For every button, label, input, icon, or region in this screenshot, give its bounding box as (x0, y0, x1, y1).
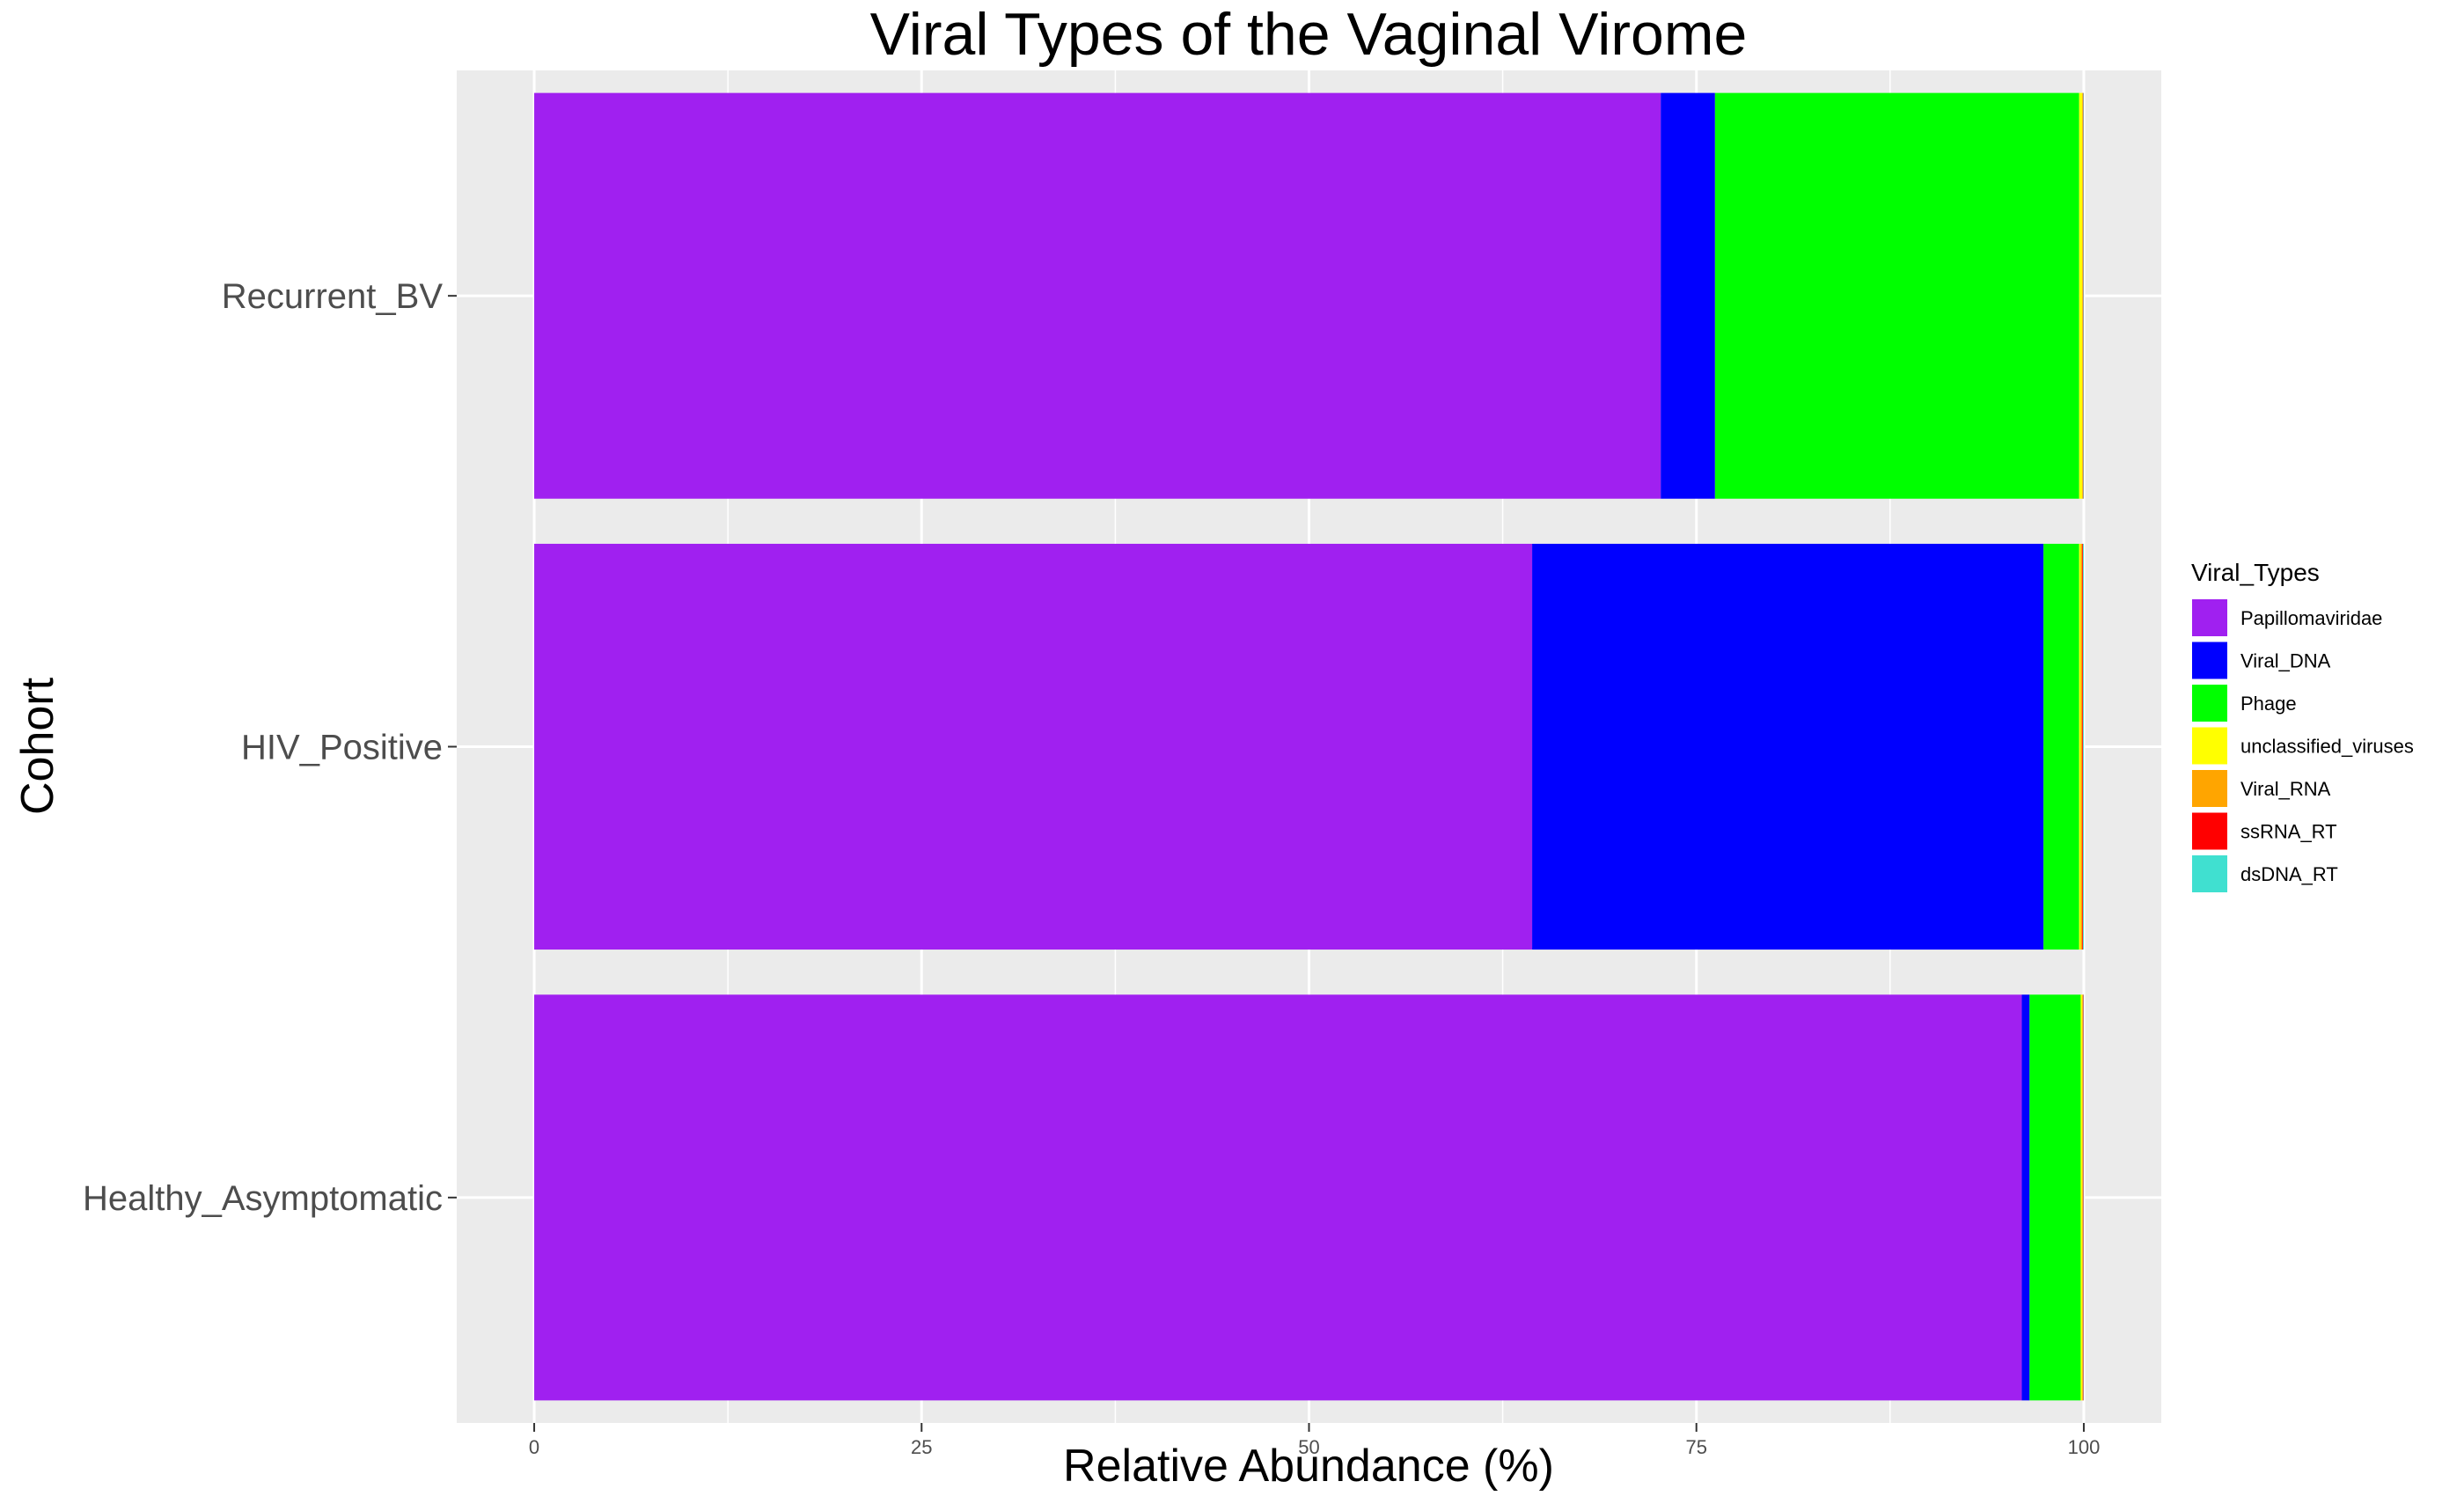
bar-segment-dsdna-rt-recurrent-bv (2083, 92, 2084, 499)
y-tick-label: Recurrent_BV (222, 277, 444, 316)
bar-segment-phage-hiv-positive (2043, 543, 2079, 950)
bar-segment-unclassified-viruses-healthy-asymptomatic (2080, 994, 2083, 1401)
legend-title: Viral_Types (2191, 559, 2320, 586)
x-axis-title: Relative Abundance (%) (1063, 1441, 1554, 1492)
y-tick-label: Healthy_Asymptomatic (83, 1179, 443, 1218)
bar-segment-papillomaviridae-hiv-positive (534, 543, 1533, 950)
bar-segment-ssrna-rt-hiv-positive (2082, 543, 2084, 950)
bar-segment-papillomaviridae-recurrent-bv (534, 92, 1661, 499)
legend-key (2190, 683, 2229, 723)
bar-segment-unclassified-viruses-recurrent-bv (2079, 92, 2083, 499)
legend-key (2190, 854, 2229, 894)
legend-key (2190, 768, 2229, 809)
legend-label: ssRNA_RT (2240, 821, 2337, 843)
bar-segment-dsdna-rt-hiv-positive (2083, 543, 2084, 950)
x-tick-label: 100 (2068, 1436, 2101, 1458)
x-tick-label: 25 (911, 1436, 932, 1458)
bar-segment-viral-dna-recurrent-bv (1661, 92, 1715, 499)
bar-segment-ssrna-rt-healthy-asymptomatic (2083, 994, 2084, 1401)
y-axis-title: Cohort (12, 677, 63, 815)
y-tick-label: HIV_Positive (241, 729, 443, 767)
legend-key (2190, 640, 2229, 681)
bar-segment-unclassified-viruses-hiv-positive (2079, 543, 2081, 950)
legend-label: Viral_DNA (2240, 650, 2331, 672)
legend-label: unclassified_viruses (2240, 736, 2414, 758)
legend-label: Viral_RNA (2240, 778, 2331, 800)
legend-key (2190, 810, 2229, 852)
x-tick-label: 0 (529, 1436, 539, 1458)
chart-title: Viral Types of the Vaginal Virome (870, 1, 1748, 68)
bar-segment-viral-rna-healthy-asymptomatic (2082, 994, 2084, 1401)
bar-segment-phage-recurrent-bv (1714, 92, 2079, 499)
legend-label: Phage (2240, 693, 2297, 715)
bar-segment-papillomaviridae-healthy-asymptomatic (534, 994, 2022, 1401)
x-tick-label: 75 (1685, 1436, 1706, 1458)
legend-label: dsDNA_RT (2240, 863, 2338, 885)
bar-segment-viral-dna-hiv-positive (1532, 543, 2044, 950)
bar-segment-viral-dna-healthy-asymptomatic (2021, 994, 2030, 1401)
bar-segment-viral-rna-hiv-positive (2080, 543, 2083, 950)
x-tick-label: 50 (1298, 1436, 1319, 1458)
bar-segment-viral-rna-recurrent-bv (2082, 92, 2084, 499)
bar-segment-phage-healthy-asymptomatic (2029, 994, 2081, 1401)
legend-key (2190, 725, 2229, 766)
legend-label: Papillomaviridae (2240, 607, 2382, 629)
legend-key (2190, 598, 2229, 638)
